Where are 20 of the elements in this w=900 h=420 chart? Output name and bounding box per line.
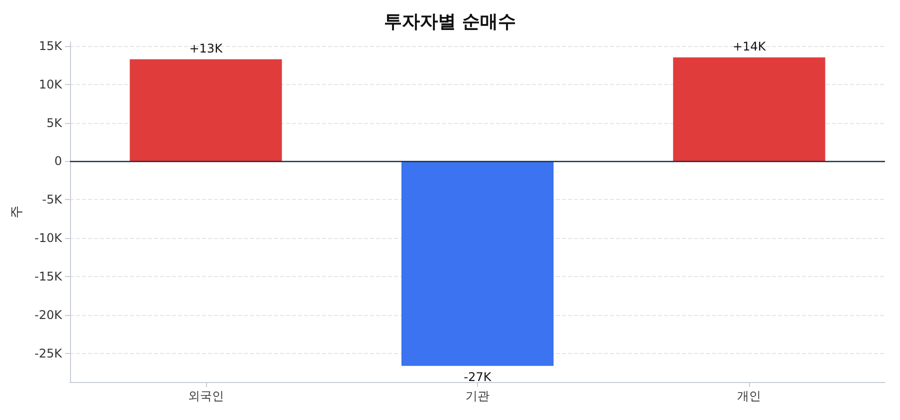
y-tick-label: -10K <box>34 231 64 246</box>
bar <box>673 57 826 162</box>
y-tick-label: -5K <box>42 192 64 207</box>
y-tick-label: 0 <box>54 154 62 168</box>
chart-title: 투자자별 순매수 <box>384 12 516 32</box>
y-tick-label: 10K <box>38 77 64 92</box>
x-tick-label: 외국인 <box>188 389 224 403</box>
y-tick-label: -15K <box>34 270 64 284</box>
y-tick-label: -25K <box>34 346 64 361</box>
x-tick-label: 개인 <box>737 389 762 403</box>
y-tick-label: 5K <box>46 116 64 130</box>
bar <box>401 161 554 366</box>
data-label: +14K <box>732 39 767 54</box>
x-tick-label: 기관 <box>466 389 490 403</box>
y-axis-title: 주 <box>10 206 25 218</box>
y-tick-label: 15K <box>38 38 64 53</box>
data-label: -27K <box>464 370 492 384</box>
data-label: +13K <box>189 41 224 56</box>
bar <box>130 59 282 162</box>
y-tick-label: -20K <box>34 308 64 322</box>
